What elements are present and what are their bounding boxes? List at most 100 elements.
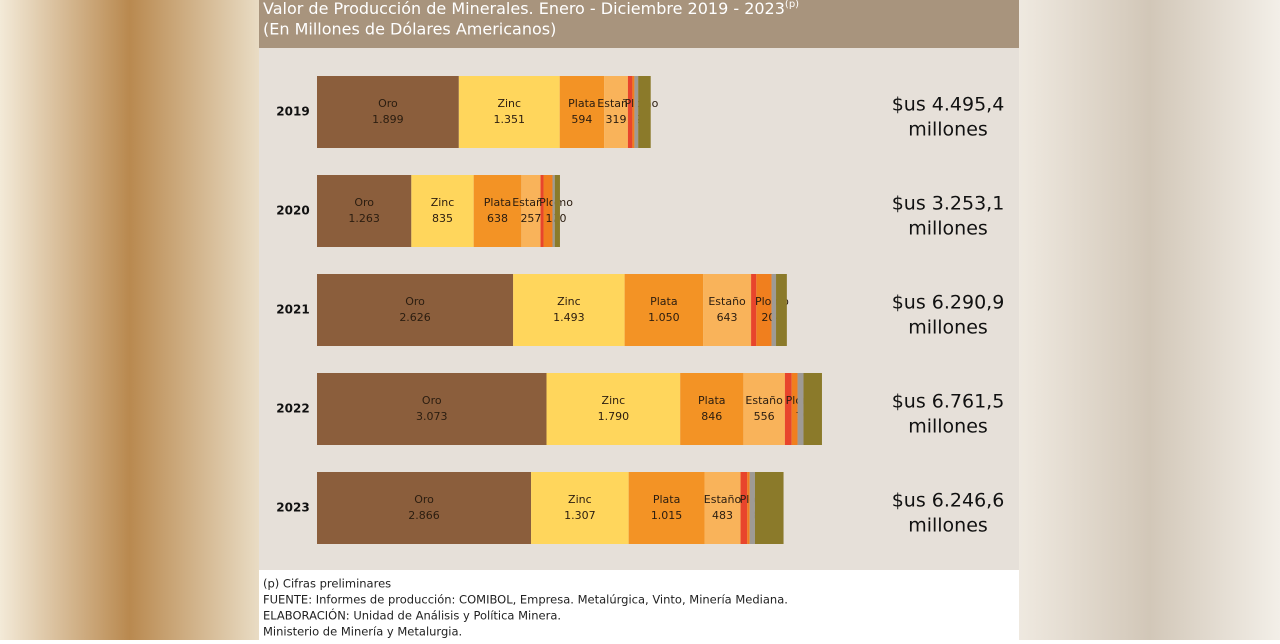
data-label: 1.263 — [348, 212, 380, 225]
total-label: millones — [908, 218, 988, 240]
data-label: 556 — [754, 410, 775, 423]
bar-segment — [513, 274, 625, 346]
data-label: 483 — [712, 509, 733, 522]
bar-segment — [704, 472, 741, 544]
total-label: $us 3.253,1 — [892, 193, 1005, 215]
data-label: 643 — [717, 311, 738, 324]
bar-segment — [543, 175, 553, 247]
segment-name: Oro — [378, 97, 398, 110]
bar-segment — [540, 175, 544, 247]
bar-segment — [317, 274, 514, 346]
segment-name: Zinc — [602, 394, 626, 407]
bar-segment — [546, 373, 681, 445]
y-tick-label: 2019 — [276, 105, 309, 119]
y-tick-label: 2020 — [276, 204, 309, 218]
title-text: Valor de Producción de Minerales. Enero … — [263, 0, 785, 18]
segment-name: Zinc — [557, 295, 581, 308]
bar-segment — [624, 274, 704, 346]
data-label: 2.866 — [408, 509, 440, 522]
bar-segment — [411, 175, 474, 247]
segment-name: Plata — [568, 97, 595, 110]
bar-segment — [521, 175, 541, 247]
footnote: (p) Cifras preliminares — [263, 577, 391, 591]
total-label: $us 6.761,5 — [892, 391, 1005, 413]
bar-segment — [751, 274, 757, 346]
total-label: millones — [908, 317, 988, 339]
segment-name: Estaño — [704, 493, 742, 506]
chart-subtitle: (En Millones de Dólares Americanos) — [263, 20, 556, 39]
bar-segment — [743, 373, 785, 445]
bar-segment — [559, 76, 605, 148]
segment-name: Oro — [414, 493, 434, 506]
y-tick-label: 2021 — [276, 303, 309, 317]
bar-segment — [554, 175, 560, 247]
total-label: $us 6.246,6 — [892, 490, 1005, 512]
segment-name: Zinc — [568, 493, 592, 506]
segment-name: Estaño — [708, 295, 746, 308]
segment-name: Oro — [405, 295, 425, 308]
bar-segment — [317, 175, 412, 247]
segment-name: Estaño — [597, 97, 635, 110]
background-right — [1019, 0, 1280, 640]
bar-segment — [680, 373, 744, 445]
footnote: FUENTE: Informes de producción: COMIBOL,… — [263, 593, 788, 607]
segment-name: Estaño — [512, 196, 550, 209]
bar-segment — [531, 472, 629, 544]
data-label: 638 — [487, 212, 508, 225]
bar-segment — [317, 472, 532, 544]
data-label: 846 — [701, 410, 722, 423]
bars: 2019 Oro 1.899 Zinc 1.351 Plata 594 Estaño 319 Pl… — [276, 76, 1004, 544]
total-label: $us 4.495,4 — [892, 94, 1005, 116]
footer-area — [259, 570, 1019, 640]
title-note: (p) — [785, 0, 799, 10]
bar-segment — [458, 76, 560, 148]
bar-segment — [791, 373, 798, 445]
bar-segment — [317, 76, 459, 148]
segment-name: Zinc — [497, 97, 521, 110]
bar-segment — [797, 373, 804, 445]
data-label: 1.050 — [648, 311, 680, 324]
segment-name: Plata — [698, 394, 725, 407]
data-label: 3.073 — [416, 410, 448, 423]
data-label: 1.351 — [494, 113, 526, 126]
total-label: $us 6.290,9 — [892, 292, 1005, 314]
data-label: 1.307 — [564, 509, 596, 522]
bar-segment — [776, 274, 787, 346]
segment-name: Plata — [653, 493, 680, 506]
data-label: 1.790 — [598, 410, 630, 423]
data-label: 319 — [606, 113, 627, 126]
bar-segment — [749, 472, 755, 544]
data-label: 835 — [432, 212, 453, 225]
total-label: millones — [908, 515, 988, 537]
bar-segment — [632, 76, 635, 148]
data-label: 1.899 — [372, 113, 404, 126]
data-label: 2.626 — [399, 311, 431, 324]
segment-name: Oro — [422, 394, 442, 407]
bar-segment — [740, 472, 748, 544]
bar-segment — [784, 373, 792, 445]
background-left — [0, 0, 259, 640]
y-tick-label: 2023 — [276, 501, 309, 515]
bar-segment — [317, 373, 547, 445]
total-label: millones — [908, 416, 988, 438]
data-label: 1.015 — [651, 509, 683, 522]
header-band — [259, 0, 1019, 48]
data-label: 1.493 — [553, 311, 585, 324]
bar-segment — [756, 274, 772, 346]
bar-segment — [627, 76, 633, 148]
data-label: 594 — [571, 113, 592, 126]
segment-name: Plata — [484, 196, 511, 209]
y-tick-label: 2022 — [276, 402, 309, 416]
segment-name: Oro — [354, 196, 374, 209]
segment-name: Zinc — [431, 196, 455, 209]
bar-segment — [638, 76, 651, 148]
footnote: ELABORACIÓN: Unidad de Análisis y Políti… — [263, 608, 561, 623]
bar-segment — [803, 373, 822, 445]
chart-title: Valor de Producción de Minerales. Enero … — [263, 0, 799, 18]
footnote: Ministerio de Minería y Metalurgia. — [263, 625, 462, 639]
segment-name: Plata — [650, 295, 677, 308]
bar-segment — [703, 274, 752, 346]
bar-segment — [747, 472, 750, 544]
